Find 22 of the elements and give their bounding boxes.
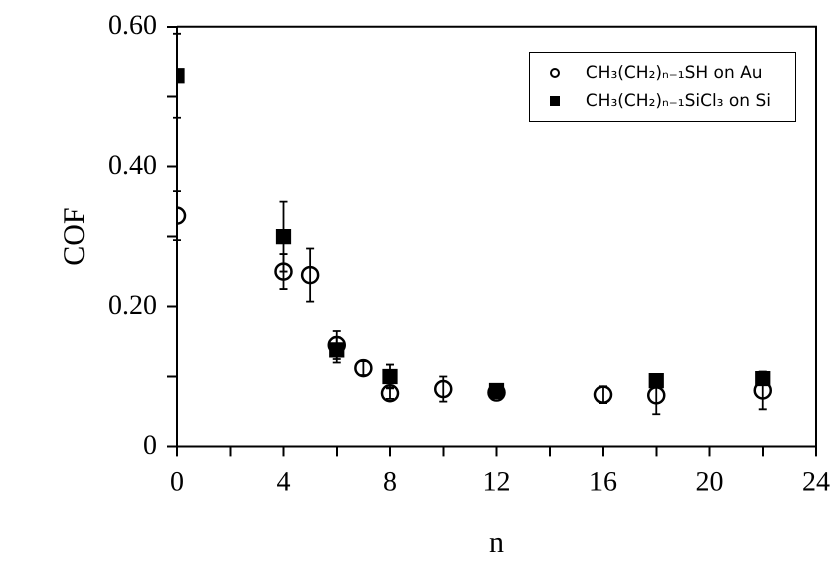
legend-label: CH₃(CH₂)ₙ₋₁SH on Au bbox=[586, 62, 763, 85]
x-tick-label: 24 bbox=[802, 466, 830, 498]
y-tick-label: 0.40 bbox=[108, 150, 157, 182]
x-tick-label: 0 bbox=[170, 466, 184, 498]
point bbox=[354, 358, 373, 378]
y-tick-label: 0.20 bbox=[108, 290, 157, 321]
point bbox=[647, 386, 666, 405]
y-axis-title: COF bbox=[58, 207, 91, 266]
x-tick-label: 4 bbox=[276, 466, 290, 498]
legend-label: CH₃(CH₂)ₙ₋₁SiCl₃ on Si bbox=[586, 90, 771, 113]
point bbox=[594, 385, 612, 404]
x-axis-title: n bbox=[489, 526, 504, 559]
point bbox=[434, 380, 452, 398]
point bbox=[300, 266, 320, 284]
point bbox=[274, 262, 293, 281]
point bbox=[380, 384, 400, 402]
x-tick-label: 8 bbox=[383, 466, 397, 498]
x-tick-label: 20 bbox=[696, 466, 724, 498]
x-tick-label: 12 bbox=[482, 466, 510, 498]
y-tick-label: 0.60 bbox=[108, 10, 157, 42]
y-tick-label: 0 bbox=[143, 430, 157, 461]
x-tick-label: 16 bbox=[589, 466, 617, 498]
